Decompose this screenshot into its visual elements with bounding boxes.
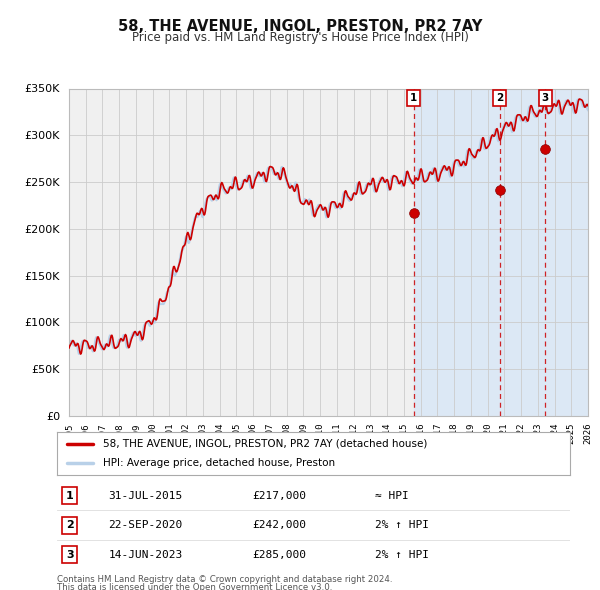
Text: 31-JUL-2015: 31-JUL-2015 [109,491,182,500]
Text: 2: 2 [496,93,503,103]
Text: Price paid vs. HM Land Registry's House Price Index (HPI): Price paid vs. HM Land Registry's House … [131,31,469,44]
Bar [545,88,588,416]
Text: This data is licensed under the Open Government Licence v3.0.: This data is licensed under the Open Gov… [57,583,332,590]
Text: 22-SEP-2020: 22-SEP-2020 [109,520,182,530]
Bar [413,88,588,416]
Text: 14-JUN-2023: 14-JUN-2023 [109,550,182,559]
Text: 3: 3 [542,93,549,103]
Text: 58, THE AVENUE, INGOL, PRESTON, PR2 7AY (detached house): 58, THE AVENUE, INGOL, PRESTON, PR2 7AY … [103,439,428,449]
Text: £285,000: £285,000 [252,550,306,559]
Text: HPI: Average price, detached house, Preston: HPI: Average price, detached house, Pres… [103,458,335,468]
Text: Contains HM Land Registry data © Crown copyright and database right 2024.: Contains HM Land Registry data © Crown c… [57,575,392,584]
Text: 2% ↑ HPI: 2% ↑ HPI [375,520,429,530]
Text: 2% ↑ HPI: 2% ↑ HPI [375,550,429,559]
Text: ≈ HPI: ≈ HPI [375,491,409,500]
Text: 1: 1 [66,491,74,500]
Text: £217,000: £217,000 [252,491,306,500]
Text: 1: 1 [410,93,417,103]
Text: £242,000: £242,000 [252,520,306,530]
Text: 2: 2 [66,520,74,530]
Text: 58, THE AVENUE, INGOL, PRESTON, PR2 7AY: 58, THE AVENUE, INGOL, PRESTON, PR2 7AY [118,19,482,34]
Text: 3: 3 [66,550,74,559]
